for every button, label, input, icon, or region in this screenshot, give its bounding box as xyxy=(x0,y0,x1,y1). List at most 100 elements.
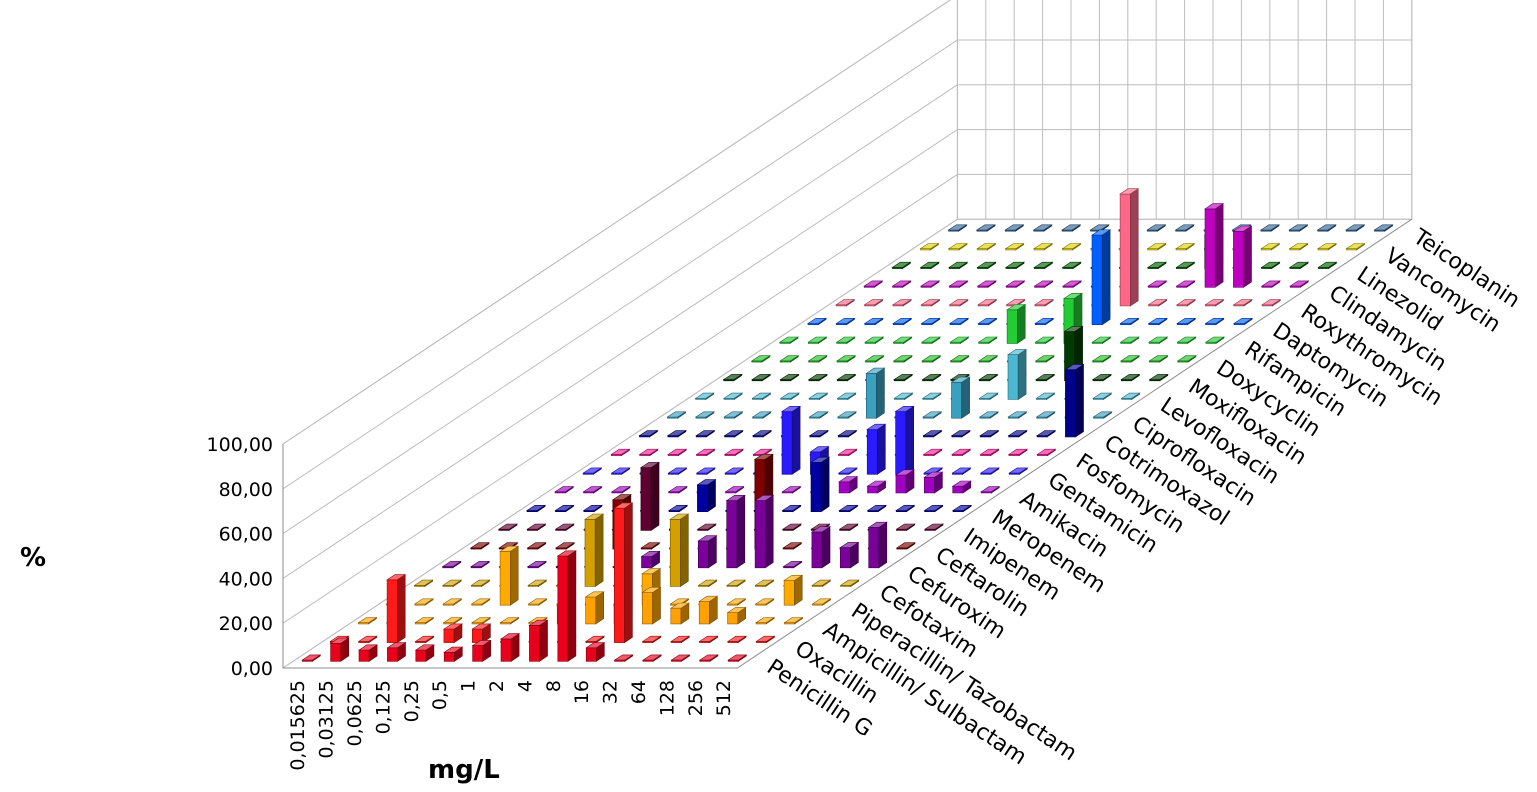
bar-top-face xyxy=(1007,430,1028,437)
bar xyxy=(526,523,547,531)
bar-top-face xyxy=(951,504,973,511)
bar-top-face xyxy=(725,579,747,586)
bar-top-face xyxy=(1061,224,1082,231)
bar xyxy=(1033,280,1054,288)
bar-top-face xyxy=(527,598,548,605)
bar-top-face xyxy=(470,561,491,567)
bar-top-face xyxy=(1289,280,1310,287)
bar xyxy=(781,504,802,513)
bar-top-face xyxy=(1033,299,1055,306)
bar xyxy=(895,504,916,513)
bar-top-face xyxy=(613,502,634,509)
bar-top-face xyxy=(722,374,743,380)
bar-side-face xyxy=(680,513,689,588)
bar xyxy=(1204,203,1225,288)
floor-edge xyxy=(283,218,1413,669)
bar xyxy=(1174,242,1196,251)
bar xyxy=(808,429,829,438)
bar-top-face xyxy=(1288,261,1310,268)
bar-top-face xyxy=(836,411,858,418)
bar-top-face xyxy=(638,430,659,437)
bar xyxy=(441,579,463,588)
bar-side-face xyxy=(1075,363,1084,438)
bar xyxy=(667,504,689,513)
bar xyxy=(1146,242,1167,251)
bar-top-face xyxy=(1008,467,1029,474)
bar xyxy=(949,355,970,363)
bar xyxy=(950,429,971,438)
bar xyxy=(697,579,718,588)
bar xyxy=(413,598,435,606)
bar-top-face xyxy=(837,448,858,455)
bar-top-face xyxy=(951,467,972,474)
bar-top-face xyxy=(809,446,830,453)
bar-top-face xyxy=(1091,374,1113,380)
bar xyxy=(667,448,688,457)
bar xyxy=(891,280,912,288)
bar xyxy=(1061,224,1082,232)
bar-front-face xyxy=(727,612,739,625)
bar xyxy=(893,392,914,401)
bar-top-face xyxy=(641,568,662,575)
bar xyxy=(726,598,747,606)
bar xyxy=(976,280,997,288)
bar-top-face xyxy=(835,299,856,306)
bar xyxy=(750,355,771,363)
bar xyxy=(1004,261,1026,270)
bar xyxy=(1146,261,1168,270)
bar xyxy=(722,373,743,382)
bar xyxy=(947,242,968,251)
bar xyxy=(754,579,775,588)
bar xyxy=(922,429,943,438)
bar-front-face xyxy=(697,484,708,513)
bar xyxy=(670,635,691,644)
bar-top-face xyxy=(1036,448,1057,455)
bar-top-face xyxy=(751,392,772,399)
bar-front-face xyxy=(642,592,653,625)
bar-top-face xyxy=(526,542,547,549)
bar-top-face xyxy=(611,494,632,501)
bar-top-face xyxy=(443,646,464,653)
bar-top-face xyxy=(977,317,998,324)
bar xyxy=(919,242,940,251)
bar-front-face xyxy=(895,411,907,475)
bar-top-face xyxy=(301,654,322,661)
x-tick-label: 8 xyxy=(543,680,565,692)
bar-front-face xyxy=(584,518,596,587)
bar xyxy=(1176,336,1197,344)
bar xyxy=(554,523,575,531)
bar-top-face xyxy=(1091,229,1112,236)
bar-top-face xyxy=(864,355,885,362)
bar-front-face xyxy=(386,579,398,643)
bar-top-face xyxy=(1092,392,1113,399)
bar xyxy=(1288,224,1309,232)
bar xyxy=(527,579,548,588)
bar xyxy=(1091,229,1112,326)
bar-top-face xyxy=(867,521,888,528)
bar-top-face xyxy=(525,504,547,511)
bar xyxy=(1175,299,1197,307)
bar-front-face xyxy=(358,649,370,662)
bar xyxy=(811,579,832,588)
bar xyxy=(1148,336,1169,344)
bar-top-face xyxy=(1147,280,1168,287)
bar xyxy=(978,373,999,382)
bar xyxy=(919,261,940,270)
bar-front-face xyxy=(387,647,398,662)
bar xyxy=(442,616,463,625)
bar xyxy=(641,654,663,662)
x-tick-label: 0,0625 xyxy=(344,680,366,746)
bar-top-face xyxy=(755,635,776,642)
bar-top-face xyxy=(839,542,860,548)
bar xyxy=(1035,411,1056,419)
bar xyxy=(893,373,914,382)
bar-top-face xyxy=(1204,299,1225,306)
bar-front-face xyxy=(330,642,342,662)
bar-top-face xyxy=(726,607,747,614)
bar xyxy=(837,467,858,475)
bar-front-face xyxy=(640,467,652,531)
bar-top-face xyxy=(669,602,690,609)
bar xyxy=(500,633,521,662)
bar xyxy=(835,355,857,363)
